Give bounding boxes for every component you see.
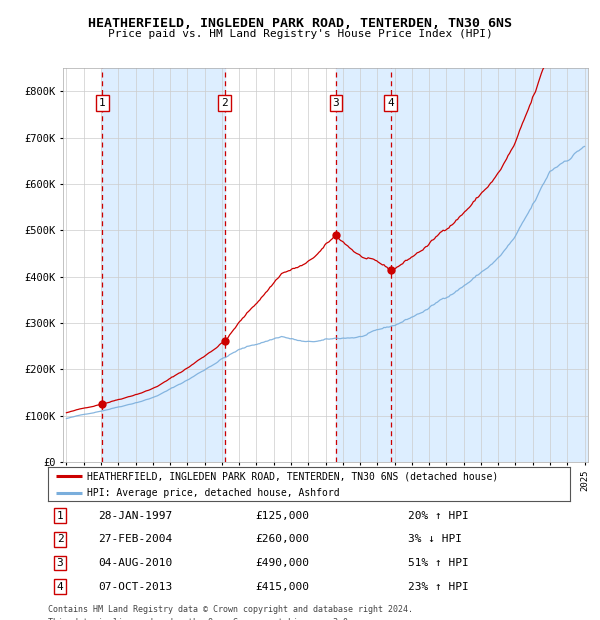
Bar <box>335 68 391 462</box>
Text: 27-FEB-2004: 27-FEB-2004 <box>98 534 172 544</box>
Text: 20% ↑ HPI: 20% ↑ HPI <box>408 511 469 521</box>
Text: 07-OCT-2013: 07-OCT-2013 <box>98 582 172 591</box>
Text: 04-AUG-2010: 04-AUG-2010 <box>98 558 172 568</box>
Text: 3: 3 <box>56 558 64 568</box>
Text: HPI: Average price, detached house, Ashford: HPI: Average price, detached house, Ashf… <box>87 489 340 498</box>
Text: 28-JAN-1997: 28-JAN-1997 <box>98 511 172 521</box>
Text: 2: 2 <box>221 98 228 108</box>
Text: £490,000: £490,000 <box>255 558 309 568</box>
Text: £125,000: £125,000 <box>255 511 309 521</box>
Text: 2: 2 <box>56 534 64 544</box>
Bar <box>103 68 224 462</box>
Text: HEATHERFIELD, INGLEDEN PARK ROAD, TENTERDEN, TN30 6NS: HEATHERFIELD, INGLEDEN PARK ROAD, TENTER… <box>88 17 512 30</box>
Text: 1: 1 <box>56 511 64 521</box>
Text: £415,000: £415,000 <box>255 582 309 591</box>
Text: 3: 3 <box>332 98 339 108</box>
Text: 51% ↑ HPI: 51% ↑ HPI <box>408 558 469 568</box>
Text: 4: 4 <box>56 582 64 591</box>
Text: 3% ↓ HPI: 3% ↓ HPI <box>408 534 462 544</box>
Text: 1: 1 <box>99 98 106 108</box>
Text: This data is licensed under the Open Government Licence v3.0.: This data is licensed under the Open Gov… <box>48 618 353 620</box>
Bar <box>391 68 600 462</box>
Text: 23% ↑ HPI: 23% ↑ HPI <box>408 582 469 591</box>
Text: HEATHERFIELD, INGLEDEN PARK ROAD, TENTERDEN, TN30 6NS (detached house): HEATHERFIELD, INGLEDEN PARK ROAD, TENTER… <box>87 471 499 481</box>
Text: Contains HM Land Registry data © Crown copyright and database right 2024.: Contains HM Land Registry data © Crown c… <box>48 604 413 614</box>
Text: Price paid vs. HM Land Registry's House Price Index (HPI): Price paid vs. HM Land Registry's House … <box>107 29 493 39</box>
Text: £260,000: £260,000 <box>255 534 309 544</box>
Text: 4: 4 <box>387 98 394 108</box>
